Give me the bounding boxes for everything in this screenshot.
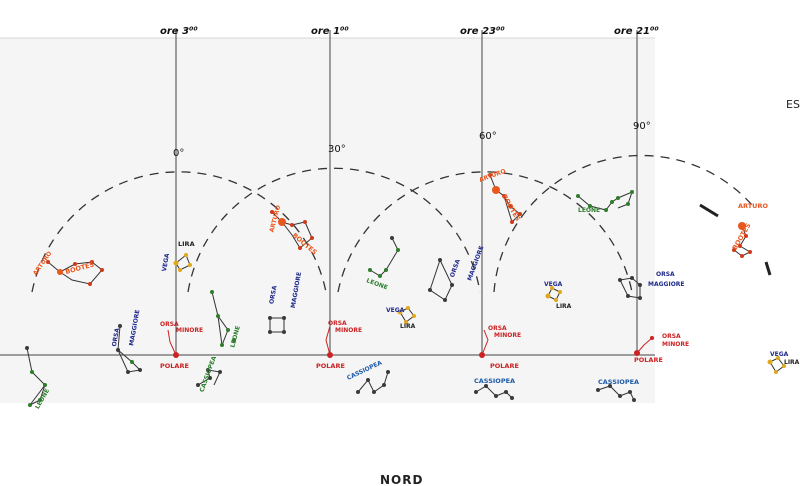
orsa-maggiore-label-8: MAGGIORE (648, 281, 685, 288)
arc-tick-2 (764, 261, 772, 276)
orsa-maggiore-block-4: ORSA MAGGIORE (618, 271, 685, 300)
vega-block-2: VEGA LIRA (386, 306, 416, 330)
time-label-23: ore 23⁰⁰ (460, 26, 505, 37)
leone-block-4: LEONE (576, 190, 634, 214)
polare-label-4: POLARE (634, 356, 663, 364)
paper-background (0, 38, 655, 403)
lira-label-5: LIRA (784, 359, 800, 366)
cassiopea-label-3: CASSIOPEA (474, 377, 515, 385)
vega-label-5: VEGA (770, 351, 789, 358)
vega-block-5: VEGA LIRA (767, 351, 800, 374)
orsa-minore-label-3b: MINORE (494, 332, 521, 339)
vega-block-1: VEGA LIRA (161, 240, 195, 272)
arc-2 (187, 167, 481, 293)
cassiopea-label-4: CASSIOPEA (598, 378, 639, 386)
polare-label-2: POLARE (316, 362, 345, 370)
lira-label-1: LIRA (178, 240, 195, 248)
time-label-3: ore 3⁰⁰ (160, 26, 198, 37)
orsa-maggiore-label-3: ORSA (268, 285, 278, 305)
polare-label-1: POLARE (160, 362, 189, 370)
polare-block-4: ORSA MINORE POLARE (634, 333, 689, 364)
orsa-maggiore-label-1: ORSA (111, 327, 121, 347)
lira-label-3: LIRA (556, 303, 572, 310)
vega-label-3: VEGA (544, 281, 563, 288)
orsa-minore-label-4a: ORSA (662, 333, 681, 340)
arc-tick-1 (699, 203, 719, 218)
polare-block-1: ORSA MINORE POLARE (160, 321, 203, 370)
arturo-label-5: ARTURO (738, 202, 768, 210)
vega-block-3: VEGA LIRA (544, 281, 572, 310)
polare-block-2: ORSA MINORE POLARE (316, 320, 362, 370)
arc-group (31, 154, 753, 293)
arc-4 (493, 154, 753, 293)
time-label-21: ore 21⁰⁰ (614, 26, 659, 37)
time-label-1: ore 1⁰⁰ (311, 26, 349, 37)
arturo-block-5: ARTURO BOOTES (731, 202, 768, 258)
vega-label-2: VEGA (386, 307, 405, 314)
orsa-minore-label-2b: MINORE (335, 327, 362, 334)
polare-block-3: ORSA MINORE POLARE (479, 325, 521, 370)
orsa-minore-label-2a: ORSA (328, 320, 347, 327)
cassiopea-block-3: CASSIOPEA (474, 377, 515, 400)
orsa-minore-label-4b: MINORE (662, 341, 689, 348)
vega-label-1: VEGA (161, 253, 171, 273)
east-label: ES (786, 98, 800, 111)
angle-label-90: 90° (633, 121, 651, 132)
orsa-minore-label-3a: ORSA (488, 325, 507, 332)
angle-label-60: 60° (479, 131, 497, 142)
lira-label-2: LIRA (400, 323, 416, 330)
leone-label-4: LEONE (578, 207, 600, 214)
orsa-maggiore-label-7: ORSA (656, 271, 675, 278)
orsa-minore-label-1a: ORSA (160, 321, 179, 328)
angle-label-30: 30° (328, 144, 346, 155)
angle-label-0: 0° (173, 148, 184, 159)
nord-label: NORD (380, 473, 423, 486)
orsa-minore-label-1b: MINORE (176, 327, 203, 334)
polare-label-3: POLARE (490, 362, 519, 370)
cassiopea-block-4: CASSIOPEA (596, 378, 639, 402)
